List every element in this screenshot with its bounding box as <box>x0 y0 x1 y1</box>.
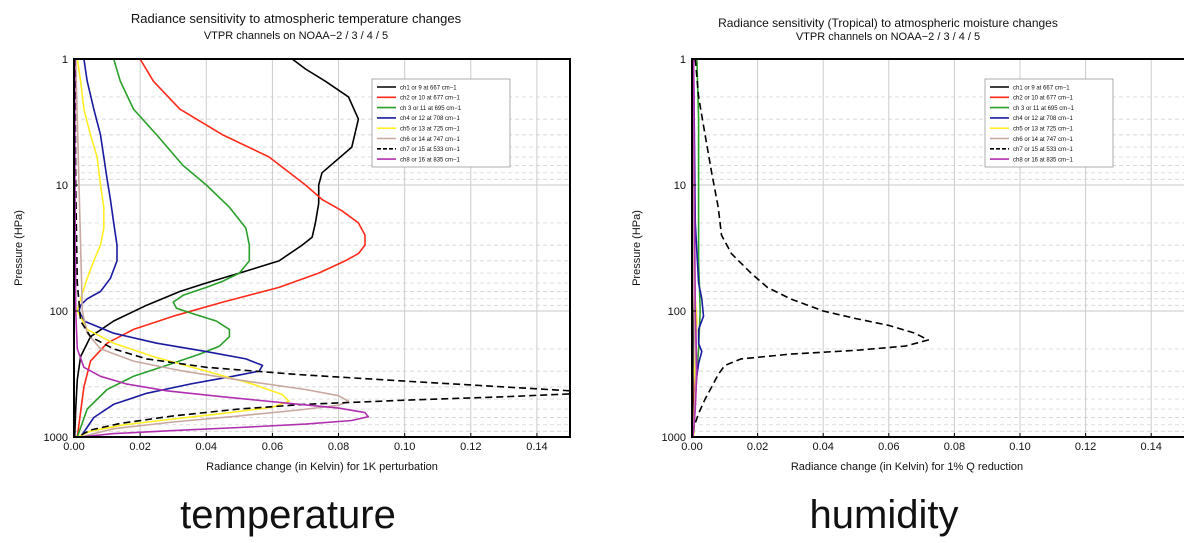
legend: ch1 or 9 at 667 cm−1 ch2 or 10 at 677 cm−… <box>984 78 1114 168</box>
legend: ch1 or 9 at 667 cm−1 ch2 or 10 at 677 cm−… <box>371 78 511 168</box>
x-tick-label: 0.14 <box>526 441 547 453</box>
x-tick-label: 0.06 <box>878 441 899 453</box>
series-group <box>74 59 570 437</box>
x-tick-label: 0.04 <box>196 441 217 453</box>
legend-entry: ch4 or 12 at 708 cm−1 <box>400 116 461 122</box>
series-line-ch8 <box>692 59 698 437</box>
legend-entry: ch1 or 9 at 667 cm−1 <box>400 85 457 91</box>
legend-entry: ch2 or 10 at 677 cm−1 <box>1013 96 1074 102</box>
y-tick-label: 10 <box>56 180 68 192</box>
legend-entry: ch 3 or 11 at 695 cm−1 <box>1013 106 1075 112</box>
y-axis-label: Pressure (HPa) <box>631 210 643 286</box>
legend-entry: ch 3 or 11 at 695 cm−1 <box>400 106 462 112</box>
legend-entry: ch8 or 16 at 835 cm−1 <box>400 157 461 163</box>
x-tick-label: 0.00 <box>681 441 702 453</box>
y-tick-label: 1000 <box>662 432 686 444</box>
legend-entry: ch6 or 14 at 747 cm−1 <box>400 137 461 143</box>
x-tick-label: 0.10 <box>1009 441 1030 453</box>
y-tick-label: 100 <box>668 306 686 318</box>
x-tick-label: 0.12 <box>460 441 481 453</box>
chart-title: Radiance sensitivity (Tropical) to atmos… <box>718 16 1058 30</box>
plot-frame <box>691 58 1184 438</box>
legend-entry: ch1 or 9 at 667 cm−1 <box>1013 85 1070 91</box>
legend-entry: ch8 or 16 at 835 cm−1 <box>1013 157 1074 163</box>
plot-frame <box>73 58 571 438</box>
x-tick-label: 0.08 <box>328 441 349 453</box>
legend-box <box>371 78 511 168</box>
x-axis-label: Radiance change (in Kelvin) for 1K pertu… <box>206 461 438 473</box>
legend-entry: ch7 or 15 at 533 cm−1 <box>400 147 461 153</box>
series-line-ch7 <box>692 59 929 437</box>
legend-entry: ch7 or 15 at 533 cm−1 <box>1013 147 1074 153</box>
legend-entry: ch6 or 14 at 747 cm−1 <box>1013 137 1074 143</box>
series-line-ch7 <box>74 59 570 437</box>
chart-subtitle: VTPR channels on NOAA−2 / 3 / 4 / 5 <box>795 31 981 43</box>
legend-box <box>984 78 1114 168</box>
x-axis-label: Radiance change (in Kelvin) for 1% Q red… <box>791 461 1023 473</box>
series-line-ch4 <box>78 59 264 437</box>
humidity-chart-panel: Radiance sensitivity (Tropical) to atmos… <box>592 0 1184 543</box>
series-line-ch8 <box>74 59 370 437</box>
x-tick-label: 0.02 <box>747 441 768 453</box>
x-tick-label: 0.10 <box>394 441 415 453</box>
legend-entry: ch5 or 13 at 725 cm−1 <box>1013 127 1074 133</box>
series-group <box>692 59 929 437</box>
y-tick-label: 1 <box>62 54 68 66</box>
chart-caption: humidity <box>809 493 959 537</box>
legend-entry: ch4 or 12 at 708 cm−1 <box>1013 116 1074 122</box>
y-tick-label: 1 <box>680 54 686 66</box>
series-line-ch3 <box>76 59 251 437</box>
series-line-ch2 <box>76 59 366 437</box>
y-tick-label: 100 <box>50 306 68 318</box>
series-line-ch5 <box>76 59 290 437</box>
humidity-chart-svg: 0.00 0.02 0.04 0.06 0.08 0.10 0.12 0.14 1 10 100 10… <box>631 54 1184 473</box>
temperature-chart-panel: Radiance sensitivity to atmospheric temp… <box>13 11 571 537</box>
x-tick-label: 0.08 <box>944 441 965 453</box>
legend-entry: ch2 or 10 at 677 cm−1 <box>400 96 461 102</box>
x-tick-label: 0.06 <box>262 441 283 453</box>
y-tick-label: 1000 <box>44 432 68 444</box>
chart-caption: temperature <box>180 493 396 537</box>
x-tick-label: 0.14 <box>1140 441 1161 453</box>
chart-subtitle: VTPR channels on NOAA−2 / 3 / 4 / 5 <box>203 30 389 42</box>
y-axis-label: Pressure (HPa) <box>13 210 25 286</box>
y-tick-label: 10 <box>674 180 686 192</box>
temperature-chart-svg: 0.00 0.02 0.04 0.06 0.08 0.10 0.12 0.14 1 10 100 10… <box>13 54 571 473</box>
series-line-ch6 <box>74 59 350 437</box>
chart-title: Radiance sensitivity to atmospheric temp… <box>130 11 462 26</box>
x-tick-label: 0.12 <box>1075 441 1096 453</box>
x-tick-label: 0.02 <box>129 441 150 453</box>
x-tick-label: 0.04 <box>812 441 833 453</box>
x-tick-label: 0.00 <box>63 441 84 453</box>
legend-entry: ch5 or 13 at 725 cm−1 <box>400 127 461 133</box>
series-line-ch1 <box>74 59 360 437</box>
